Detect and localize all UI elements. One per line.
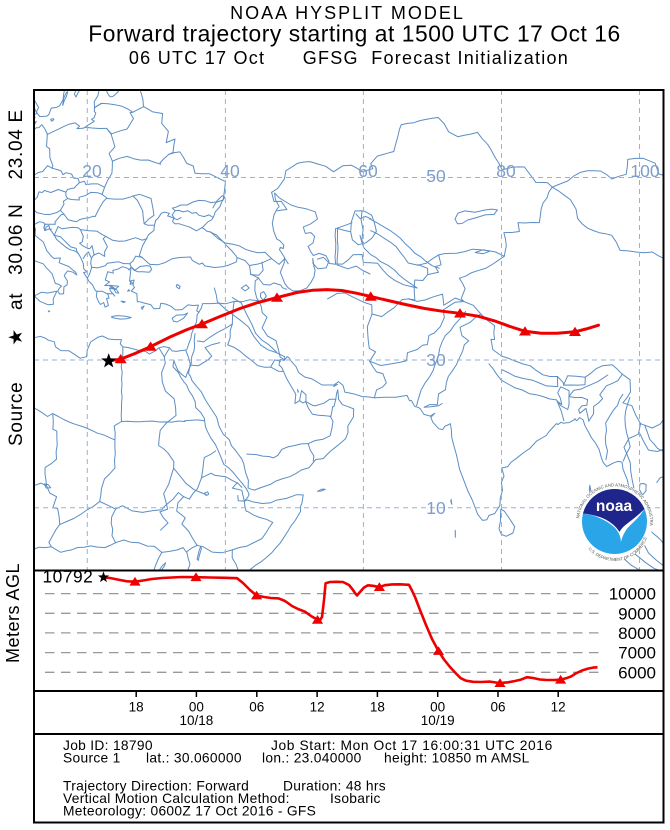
- svg-text:20: 20: [82, 161, 102, 181]
- svg-text:Meteorology: 0600Z 17 Oct 2016: Meteorology: 0600Z 17 Oct 2016 - GFS: [63, 804, 316, 819]
- svg-text:Job ID: 18790: Job ID: 18790: [63, 738, 153, 753]
- svg-text:Meters AGL: Meters AGL: [3, 563, 23, 663]
- svg-text:06: 06: [249, 700, 264, 715]
- svg-text:Forward trajectory starting at: Forward trajectory starting at 1500 UTC …: [88, 21, 621, 47]
- svg-text:Source ★ at 30.06 N: Source ★ at 30.06 N 23.04 E: [6, 109, 27, 446]
- svg-text:30: 30: [426, 350, 446, 370]
- svg-text:80: 80: [496, 161, 516, 181]
- svg-text:Job Start: Mon Oct 17 16:00:31: Job Start: Mon Oct 17 16:00:31 UTC 2016: [271, 738, 553, 753]
- svg-text:18: 18: [129, 700, 144, 715]
- svg-text:00: 00: [189, 700, 204, 715]
- svg-text:12: 12: [551, 700, 566, 715]
- svg-text:10: 10: [426, 498, 446, 518]
- svg-text:50: 50: [426, 166, 446, 186]
- svg-text:7000: 7000: [618, 644, 656, 663]
- svg-text:6000: 6000: [618, 663, 656, 682]
- svg-text:10792: 10792: [43, 566, 94, 586]
- svg-text:06: 06: [490, 700, 505, 715]
- svg-text:Duration: 48 hrs: Duration: 48 hrs: [283, 779, 386, 794]
- svg-text:8000: 8000: [618, 624, 656, 643]
- svg-text:Isobaric: Isobaric: [330, 791, 381, 806]
- svg-text:10/18: 10/18: [180, 713, 214, 728]
- svg-text:noaa: noaa: [596, 498, 633, 515]
- svg-text:12: 12: [310, 700, 325, 715]
- svg-text:00: 00: [430, 700, 445, 715]
- svg-text:18: 18: [370, 700, 385, 715]
- svg-text:60: 60: [358, 161, 378, 181]
- svg-text:Source 1: Source 1: [63, 751, 121, 766]
- svg-text:Trajectory Direction: Forward: Trajectory Direction: Forward: [63, 779, 249, 794]
- svg-text:9000: 9000: [618, 604, 656, 623]
- svg-text:Vertical Motion Calculation Me: Vertical Motion Calculation Method:: [63, 791, 290, 806]
- svg-text:10000: 10000: [609, 585, 656, 604]
- svg-text:40: 40: [220, 161, 240, 181]
- svg-text:lon.: 23.040000: lon.: 23.040000: [262, 751, 362, 766]
- svg-text:height: 10850 m AMSL: height: 10850 m AMSL: [384, 751, 530, 766]
- svg-text:06 UTC 17 Oct GFSG Forec: 06 UTC 17 Oct GFSG Forecast Initializati…: [129, 48, 569, 68]
- svg-text:100: 100: [630, 161, 659, 181]
- svg-text:10/19: 10/19: [421, 713, 455, 728]
- svg-text:NOAA HYSPLIT MODEL: NOAA HYSPLIT MODEL: [230, 3, 465, 23]
- svg-text:lat.: 30.060000: lat.: 30.060000: [146, 751, 242, 766]
